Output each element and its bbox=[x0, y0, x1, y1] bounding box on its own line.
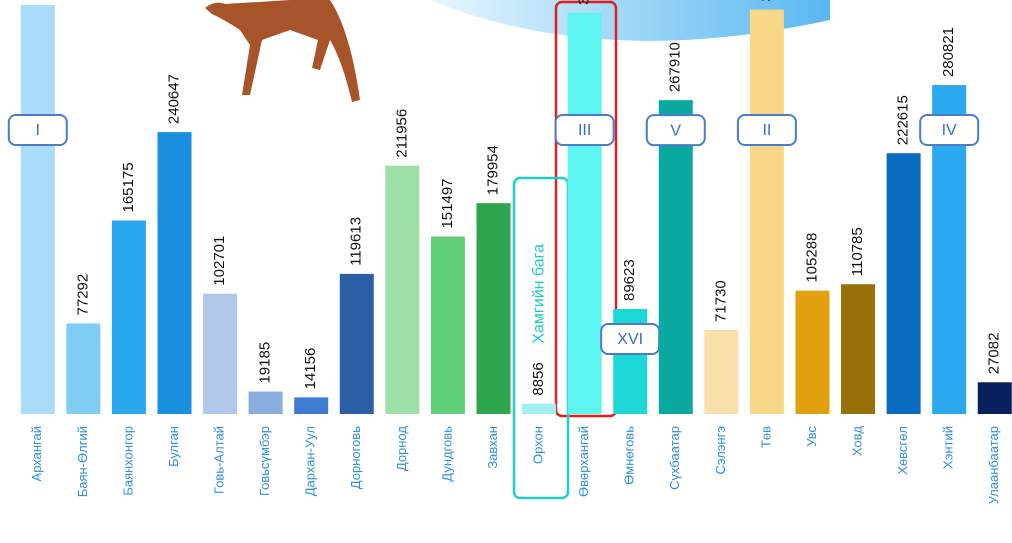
bar bbox=[476, 203, 510, 414]
value-label: 27082 bbox=[986, 333, 1003, 375]
rank-label: IV bbox=[942, 122, 957, 139]
value-label: 14156 bbox=[302, 348, 319, 390]
x-tick-label: Төв bbox=[758, 426, 773, 448]
x-tick-label: Хэнтий bbox=[941, 426, 956, 469]
bar bbox=[841, 284, 875, 414]
x-tick-label: Сэлэнгэ bbox=[713, 426, 728, 475]
value-label: 89623 bbox=[621, 259, 638, 301]
value-label: 240647 bbox=[165, 74, 182, 124]
x-tick-label: Завхан bbox=[485, 426, 500, 469]
bar bbox=[704, 330, 738, 414]
bar bbox=[522, 404, 556, 414]
decor-horse bbox=[205, 0, 360, 102]
value-label: 119613 bbox=[348, 217, 365, 266]
bar bbox=[203, 294, 237, 414]
bar bbox=[294, 397, 328, 414]
x-tick-label: Говьсүмбэр bbox=[257, 426, 272, 496]
value-label: 71730 bbox=[712, 280, 729, 322]
bar bbox=[568, 13, 602, 414]
value-label: 19185 bbox=[257, 342, 274, 384]
bar bbox=[659, 100, 693, 414]
value-label: 179954 bbox=[484, 145, 501, 195]
x-tick-label: Баян-Өлгий bbox=[75, 426, 90, 497]
x-tick-label: Өвөрхангай bbox=[576, 426, 591, 497]
x-tick-label: Архангай bbox=[29, 426, 44, 481]
value-label: 280821 bbox=[940, 27, 957, 77]
value-label: 102701 bbox=[211, 236, 228, 286]
bar bbox=[978, 382, 1012, 414]
bar bbox=[750, 10, 784, 414]
bar bbox=[385, 166, 419, 414]
rank-label: XVI bbox=[617, 331, 643, 348]
bar bbox=[112, 221, 146, 414]
rank-label: V bbox=[670, 122, 681, 139]
value-label: 211956 bbox=[393, 109, 410, 158]
bar bbox=[340, 274, 374, 414]
x-tick-label: Өмнөговь bbox=[622, 426, 637, 485]
value-label: 110785 bbox=[849, 227, 866, 276]
x-tick-label: Улаанбаатар bbox=[986, 426, 1001, 504]
x-tick-label: Булган bbox=[166, 426, 181, 467]
value-label: 222615 bbox=[895, 95, 912, 145]
value-label: 165175 bbox=[120, 162, 137, 212]
bar bbox=[887, 153, 921, 414]
bar bbox=[795, 291, 829, 414]
value-label: 345177 bbox=[758, 0, 775, 2]
bar bbox=[66, 323, 100, 414]
value-label: 77292 bbox=[74, 274, 91, 316]
x-tick-label: Дархан-Уул bbox=[303, 426, 318, 496]
x-tick-label: Дорнод bbox=[394, 426, 409, 472]
chart: 349122АрхангайI77292Баян-Өлгий165175Баян… bbox=[0, 0, 1012, 543]
x-tick-label: Увс bbox=[804, 426, 819, 447]
min-annotation: Хамгийн бага bbox=[530, 244, 547, 344]
rank-label: II bbox=[762, 122, 771, 139]
value-label: 342458 bbox=[576, 0, 593, 5]
bar bbox=[157, 132, 191, 414]
value-label: 8856 bbox=[530, 362, 547, 395]
x-tick-label: Орхон bbox=[530, 426, 545, 464]
value-label: 151497 bbox=[439, 178, 456, 228]
rank-label: III bbox=[578, 122, 591, 139]
x-tick-label: Говь-Алтай bbox=[212, 426, 227, 494]
value-label: 105288 bbox=[803, 233, 820, 283]
bar bbox=[431, 237, 465, 414]
x-tick-label: Сүхбаатар bbox=[667, 426, 682, 490]
x-tick-label: Дундговь bbox=[439, 426, 454, 482]
x-tick-label: Дорноговь bbox=[348, 426, 363, 489]
bar bbox=[249, 392, 283, 414]
bar bbox=[21, 5, 55, 414]
value-label: 267910 bbox=[667, 42, 684, 92]
rank-label: I bbox=[36, 122, 40, 139]
plot: 349122АрхангайI77292Баян-Өлгий165175Баян… bbox=[9, 0, 1012, 504]
page: {"chart_data": {"type": "bar", "categori… bbox=[0, 0, 1012, 543]
x-tick-label: Ховд bbox=[849, 426, 864, 457]
x-tick-label: Хөвсгөл bbox=[895, 426, 910, 475]
x-tick-label: Баянхонгор bbox=[120, 426, 135, 496]
